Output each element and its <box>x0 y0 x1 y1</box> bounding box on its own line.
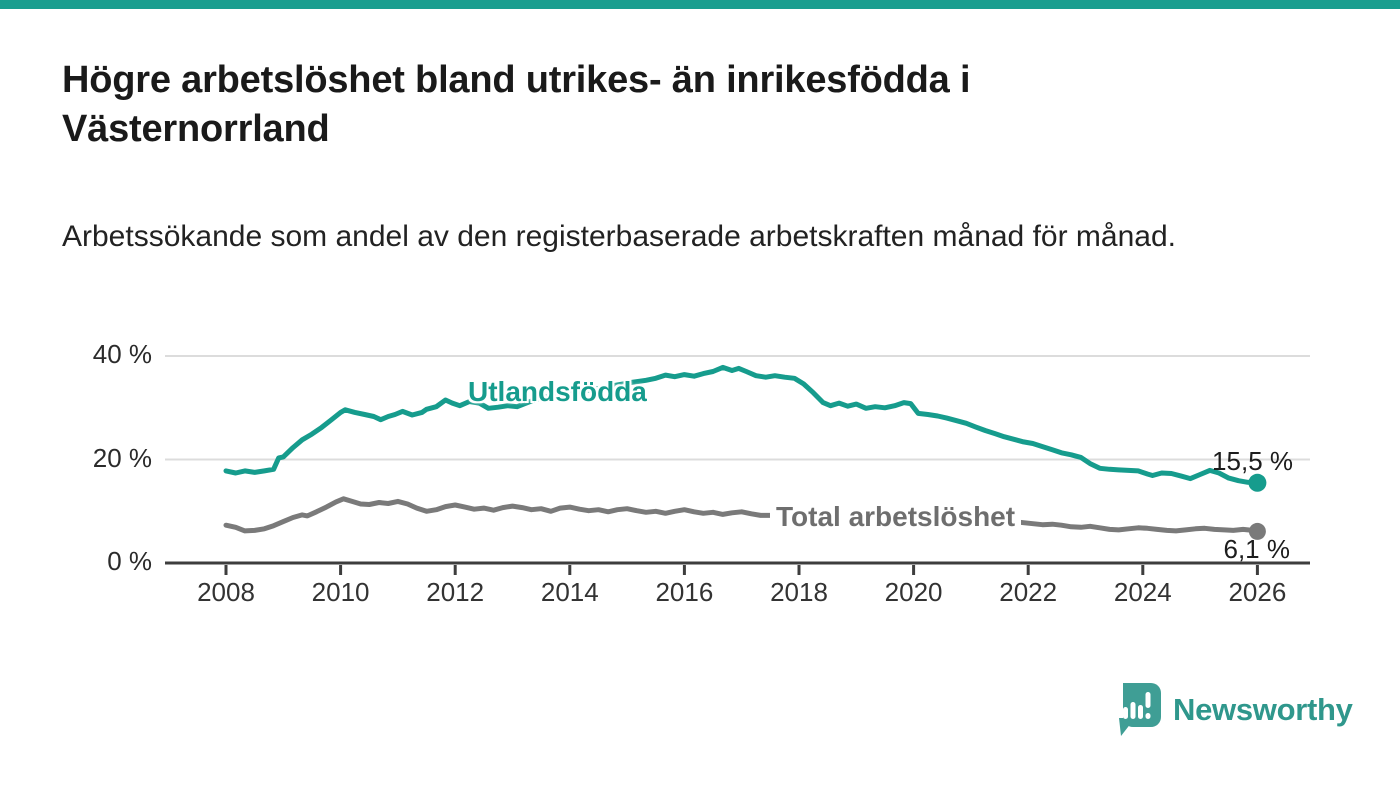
end-value-label-utlandsfodda: 15,5 % <box>1212 446 1293 476</box>
x-tick-label: 2020 <box>884 577 943 607</box>
x-tick-label: 2022 <box>999 577 1058 607</box>
logo-bars-icon <box>1123 692 1151 719</box>
x-tick-label: 2014 <box>540 577 599 607</box>
series-end-dot-1 <box>1248 522 1266 540</box>
x-tick-label: 2010 <box>311 577 370 607</box>
x-tick-label: 2012 <box>426 577 485 607</box>
top-accent-bar <box>0 0 1400 9</box>
x-tick-label: 2018 <box>770 577 828 607</box>
newsworthy-wordmark: Newsworthy <box>1173 692 1353 727</box>
x-tick-label: 2024 <box>1113 577 1172 607</box>
x-tick-label: 2016 <box>655 577 714 607</box>
x-tick-label: 2008 <box>197 577 255 607</box>
y-tick-label: 40 % <box>92 339 152 369</box>
newsworthy-logo: Newsworthy <box>1112 682 1353 738</box>
newsworthy-logo-icon <box>1119 683 1161 736</box>
chart-subtitle: Arbetssökande som andel av den registerb… <box>62 220 1176 253</box>
series-line-1 <box>223 496 1260 534</box>
series-label-total-arbetsloshet: Total arbetslöshet <box>770 499 1022 535</box>
x-tick-label: 2026 <box>1228 577 1287 607</box>
end-value-label-total: 6,1 % <box>1223 534 1291 564</box>
series-end-dot-0 <box>1248 473 1267 492</box>
y-tick-label: 20 % <box>92 442 152 473</box>
y-tick-label: 0 % <box>107 546 152 576</box>
series-label-utlandsfodda: Utlandsfödda <box>468 376 647 407</box>
series-line-0 <box>223 364 1260 486</box>
page-title: Högre arbetslöshet bland utrikes- än inr… <box>62 59 971 151</box>
